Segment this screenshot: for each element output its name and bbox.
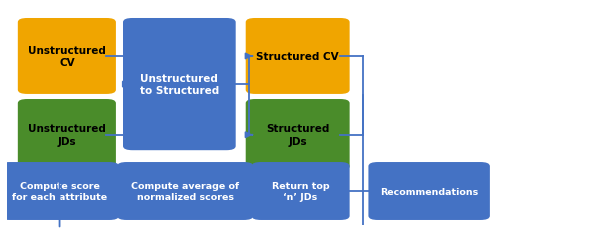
- Text: Structured
JDs: Structured JDs: [266, 124, 329, 147]
- FancyBboxPatch shape: [1, 163, 118, 219]
- FancyBboxPatch shape: [124, 20, 235, 150]
- Text: Compute average of
normalized scores: Compute average of normalized scores: [131, 181, 239, 201]
- Text: Return top
‘n’ JDs: Return top ‘n’ JDs: [272, 181, 329, 201]
- FancyBboxPatch shape: [118, 163, 252, 219]
- FancyBboxPatch shape: [246, 100, 349, 170]
- Text: Unstructured
CV: Unstructured CV: [28, 45, 106, 68]
- Text: Compute score
for each attribute: Compute score for each attribute: [12, 181, 107, 201]
- Text: Structured CV: Structured CV: [256, 52, 339, 62]
- Text: Unstructured
JDs: Unstructured JDs: [28, 124, 106, 147]
- Text: Unstructured
to Structured: Unstructured to Structured: [140, 73, 219, 96]
- Text: Recommendations: Recommendations: [380, 187, 478, 196]
- FancyBboxPatch shape: [246, 20, 349, 94]
- FancyBboxPatch shape: [252, 163, 349, 219]
- FancyBboxPatch shape: [19, 20, 115, 94]
- FancyBboxPatch shape: [369, 163, 489, 219]
- FancyBboxPatch shape: [19, 100, 115, 170]
